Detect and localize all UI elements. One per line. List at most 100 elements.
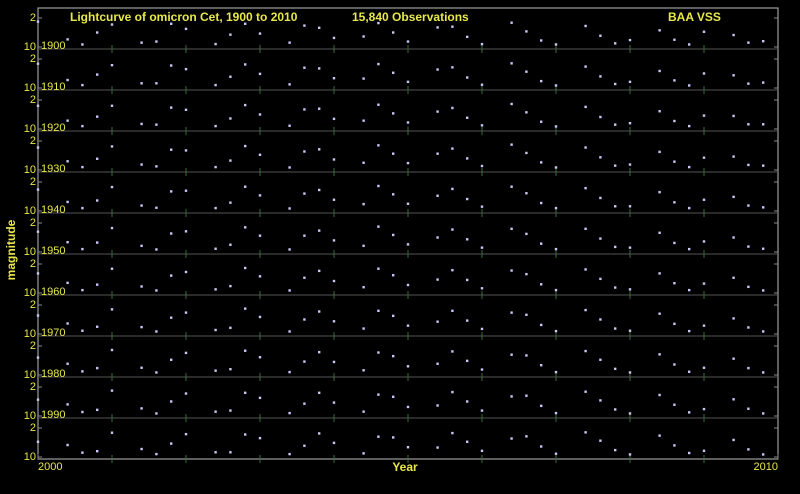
data-point [244, 266, 247, 270]
data-point [96, 408, 99, 412]
data-point [658, 231, 661, 234]
y-tick-label: 10 [24, 164, 36, 176]
data-point [362, 286, 365, 289]
x-axis-label: Year [392, 460, 418, 474]
data-point [184, 230, 188, 233]
data-point [36, 398, 40, 401]
data-point [303, 318, 306, 321]
data-point [258, 113, 262, 116]
data-point [110, 389, 114, 392]
data-point [140, 244, 143, 248]
data-point [406, 40, 410, 43]
data-point [673, 403, 676, 406]
data-point [406, 80, 410, 84]
data-point [702, 198, 706, 201]
data-point [510, 353, 513, 356]
data-point [110, 431, 114, 434]
data-point [362, 77, 365, 80]
data-point [155, 371, 158, 374]
data-point [303, 444, 306, 447]
data-point [288, 124, 291, 127]
data-point [540, 445, 543, 448]
data-point [688, 411, 691, 414]
data-point [377, 435, 380, 438]
data-point [362, 35, 365, 38]
data-point [170, 148, 173, 151]
data-point [81, 83, 84, 87]
data-point [229, 75, 232, 78]
data-point [288, 452, 291, 456]
data-point [525, 111, 528, 114]
data-point [614, 42, 617, 45]
data-point [214, 83, 217, 87]
data-point [466, 238, 469, 241]
data-point [510, 227, 513, 230]
data-point [540, 39, 543, 42]
data-point [688, 370, 691, 373]
data-point [466, 400, 469, 403]
data-point [540, 79, 543, 83]
data-point [510, 395, 513, 398]
data-point [377, 351, 380, 354]
data-point [229, 284, 232, 288]
y-tick-label: 10 [24, 328, 36, 340]
data-point [318, 148, 321, 151]
data-point [258, 32, 262, 35]
data-point [540, 201, 543, 205]
data-point [673, 119, 676, 123]
data-point [332, 360, 336, 364]
y-tick-label: 2 [30, 12, 36, 24]
data-point [392, 71, 395, 74]
data-point [244, 226, 247, 229]
data-point [451, 147, 454, 150]
data-point [36, 272, 40, 275]
row-label: 1970 [41, 327, 65, 339]
data-point [214, 369, 217, 372]
data-point [510, 437, 513, 440]
data-point [229, 201, 232, 204]
data-point [584, 227, 587, 230]
data-point [688, 124, 691, 128]
data-point [96, 283, 99, 286]
data-point [658, 272, 661, 275]
data-point [599, 34, 602, 37]
data-point [614, 164, 617, 167]
data-point [599, 196, 602, 200]
data-point [81, 206, 84, 210]
data-point [244, 63, 247, 66]
data-point [377, 21, 380, 25]
data-point [96, 115, 99, 118]
data-point [229, 409, 232, 412]
data-point [599, 237, 602, 240]
data-point [258, 436, 262, 440]
y-tick-label: 2 [30, 53, 36, 65]
data-point [466, 197, 469, 201]
data-point [332, 320, 336, 323]
data-point [614, 205, 617, 208]
data-point [554, 411, 558, 415]
data-point [229, 326, 232, 330]
data-point [66, 119, 69, 122]
data-point [658, 312, 661, 315]
data-point [540, 364, 543, 367]
data-point [66, 322, 69, 325]
data-point [288, 166, 291, 169]
y-tick-label: 10 [24, 369, 36, 381]
data-point [702, 324, 706, 327]
data-point [392, 31, 395, 34]
data-point [436, 68, 439, 71]
data-point [525, 313, 528, 316]
data-point [762, 206, 765, 209]
data-point [614, 367, 617, 371]
data-point [66, 38, 69, 41]
data-point [732, 114, 735, 118]
data-point [244, 144, 247, 148]
data-point [318, 26, 321, 29]
data-point [451, 66, 454, 69]
data-point [303, 276, 306, 279]
data-point [451, 106, 454, 110]
data-point [214, 288, 217, 291]
data-point [688, 43, 691, 46]
data-point [362, 410, 365, 413]
data-point [554, 125, 558, 128]
